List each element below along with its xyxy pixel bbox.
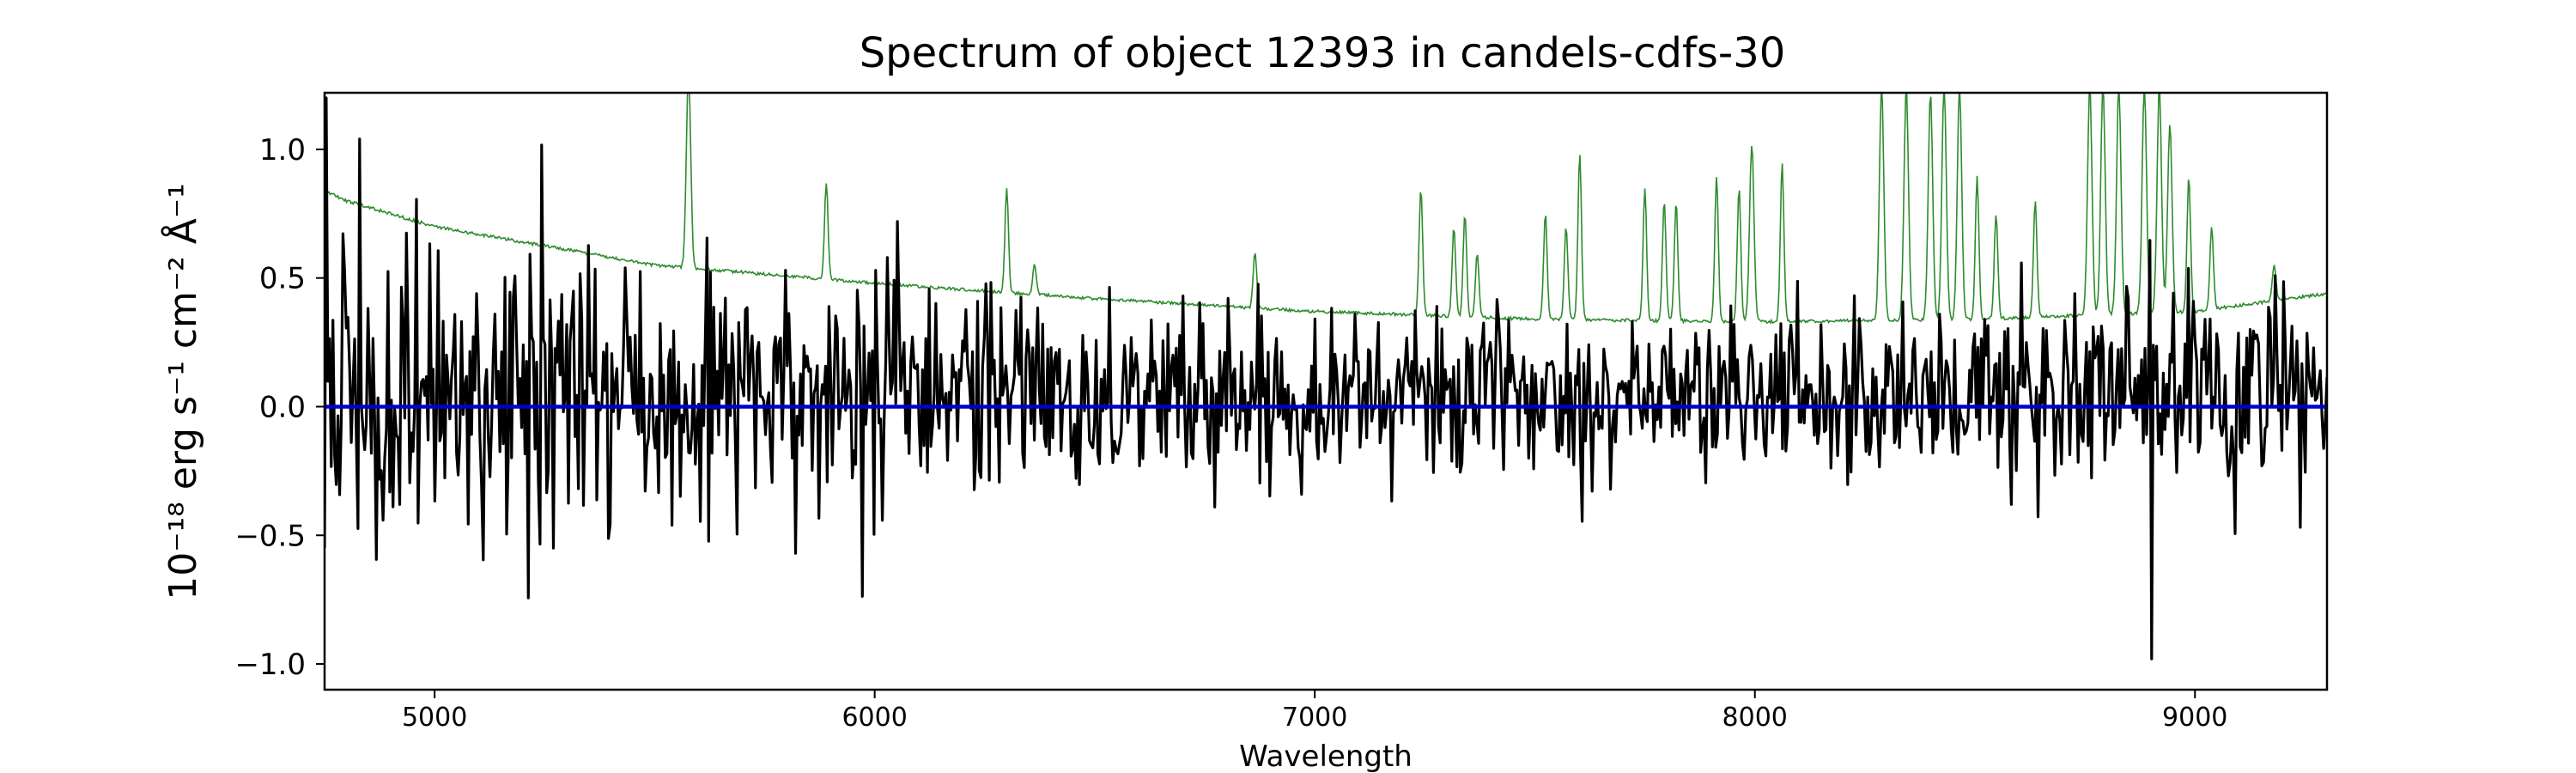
x-tick-label: 6000 <box>841 703 907 733</box>
y-tick-label: −1.0 <box>234 648 306 682</box>
x-tick-label: 9000 <box>2162 703 2227 733</box>
x-axis-label: Wavelength <box>1239 740 1413 773</box>
x-tick-label: 7000 <box>1282 703 1347 733</box>
y-axis: −1.0 −0.5 0.0 0.5 1.0 <box>234 133 325 682</box>
series-layer <box>325 93 2327 660</box>
chart-title: Spectrum of object 12393 in candels-cdfs… <box>860 29 1786 77</box>
plot-frame <box>323 91 2329 691</box>
y-tick-label: −0.5 <box>234 519 306 553</box>
flux-spectrum-line <box>325 96 2327 660</box>
x-tick-label: 8000 <box>1722 703 1788 733</box>
y-tick-label: 0.0 <box>259 390 306 424</box>
x-axis: 5000 6000 7000 8000 9000 <box>402 690 2227 733</box>
y-axis-label: 10⁻¹⁸ erg s⁻¹ cm⁻² Å⁻¹ <box>160 183 205 600</box>
error-spectrum-line <box>325 93 2327 325</box>
y-tick-label: 0.5 <box>259 262 306 296</box>
y-tick-label: 1.0 <box>259 133 306 167</box>
x-tick-label: 5000 <box>402 703 467 733</box>
